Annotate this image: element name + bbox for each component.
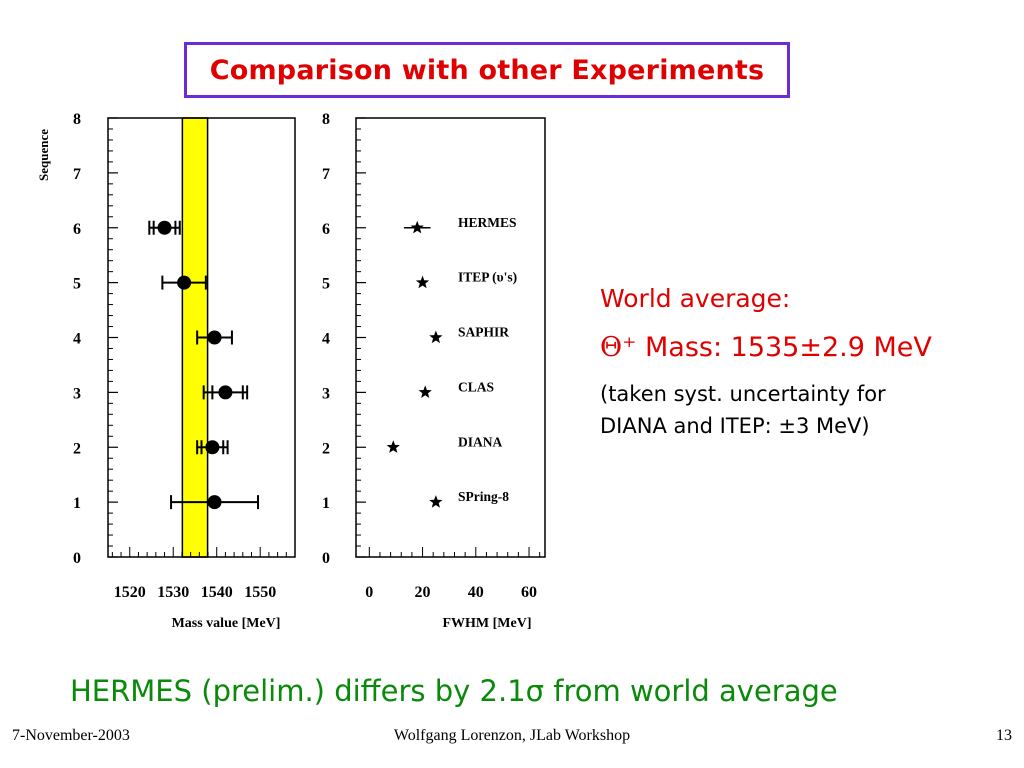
y-tick-label: 3 bbox=[73, 385, 81, 402]
footer-center: Wolfgang Lorenzon, JLab Workshop bbox=[393, 727, 631, 744]
y-tick-label: 5 bbox=[322, 276, 330, 293]
y-tick-label: 4 bbox=[322, 331, 330, 348]
world-average-mass: Θ⁺ Mass: 1535±2.9 MeV bbox=[600, 332, 932, 363]
x-tick-label: 1540 bbox=[201, 584, 233, 601]
fwhm-plot-frame bbox=[355, 117, 546, 558]
fwhm-star bbox=[418, 385, 432, 399]
experiment-label: SAPHIR bbox=[458, 325, 509, 340]
mass-point bbox=[218, 385, 233, 400]
y-tick-label: 0 bbox=[322, 550, 330, 567]
experiment-label: CLAS bbox=[458, 379, 494, 394]
x-tick-label: 0 bbox=[365, 584, 373, 601]
mass-panel: 0 1 2 3 4 5 6 7 8 1520 1530 1540 1550 Mass value [MeV… bbox=[36, 111, 296, 631]
mass-value-text: Mass: 1535±2.9 MeV bbox=[644, 332, 932, 363]
conclusion-text: HERMES (prelim.) differs by 2.1σ from wo… bbox=[70, 674, 838, 708]
note-line-2: DIANA and ITEP: ±3 MeV) bbox=[600, 414, 870, 438]
title-box: Comparison with other Experiments bbox=[184, 42, 790, 98]
y-tick-label: 2 bbox=[73, 440, 81, 457]
slide-title: Comparison with other Experiments bbox=[209, 54, 765, 86]
x-tick-label: 40 bbox=[468, 584, 484, 601]
note-line-1: (taken syst. uncertainty for bbox=[600, 382, 886, 406]
y-tick-label: 7 bbox=[73, 166, 81, 183]
y-tick-label: 1 bbox=[322, 495, 330, 512]
world-average-heading: World average: bbox=[600, 284, 791, 313]
fwhm-star bbox=[410, 220, 424, 234]
x-tick-label: 60 bbox=[521, 584, 537, 601]
experiment-label: DIANA bbox=[458, 434, 503, 449]
fwhm-star bbox=[429, 330, 443, 344]
y-tick-label: 8 bbox=[73, 111, 81, 128]
experiment-label: ITEP (υ's) bbox=[458, 270, 517, 285]
mass-point bbox=[207, 330, 222, 345]
x-tick-label: 1550 bbox=[244, 584, 276, 601]
mass-point bbox=[207, 495, 222, 510]
footer-date: 7-November-2003 bbox=[12, 727, 130, 744]
y-tick-label: 6 bbox=[73, 221, 81, 238]
x-tick-label: 1520 bbox=[114, 584, 146, 601]
x-axis-label: Mass value [MeV] bbox=[172, 616, 281, 631]
x-axis-label: FWHM [MeV] bbox=[442, 616, 531, 631]
experiment-label: HERMES bbox=[458, 215, 517, 230]
fwhm-star bbox=[415, 275, 430, 289]
theta-plus-symbol: Θ⁺ bbox=[600, 332, 637, 363]
y-tick-label: 7 bbox=[322, 166, 330, 183]
x-tick-label: 20 bbox=[415, 584, 431, 601]
world-average-note: (taken syst. uncertainty for DIANA and I… bbox=[600, 378, 1000, 442]
y-tick-label: 6 bbox=[322, 221, 330, 238]
y-tick-label: 3 bbox=[322, 385, 330, 402]
mass-point bbox=[157, 220, 172, 235]
footer-page: 13 bbox=[996, 727, 1012, 744]
mass-point bbox=[205, 440, 220, 455]
fwhm-panel: 0 1 2 3 4 5 6 7 8 0 20 40 60 FWHM [MeV] HERMES ITEP (υ'… bbox=[322, 111, 546, 631]
x-tick-label: 1530 bbox=[157, 584, 189, 601]
fwhm-star bbox=[429, 495, 443, 508]
y-axis-label: Sequence bbox=[36, 129, 51, 181]
y-tick-label: 2 bbox=[322, 440, 330, 457]
y-tick-label: 8 bbox=[322, 111, 330, 128]
mass-point bbox=[177, 275, 192, 290]
y-tick-label: 5 bbox=[73, 276, 81, 293]
y-tick-label: 1 bbox=[73, 495, 81, 512]
y-tick-label: 4 bbox=[73, 331, 81, 348]
experiment-label: SPring-8 bbox=[458, 489, 509, 504]
y-tick-label: 0 bbox=[73, 550, 81, 567]
fwhm-star bbox=[386, 440, 400, 453]
